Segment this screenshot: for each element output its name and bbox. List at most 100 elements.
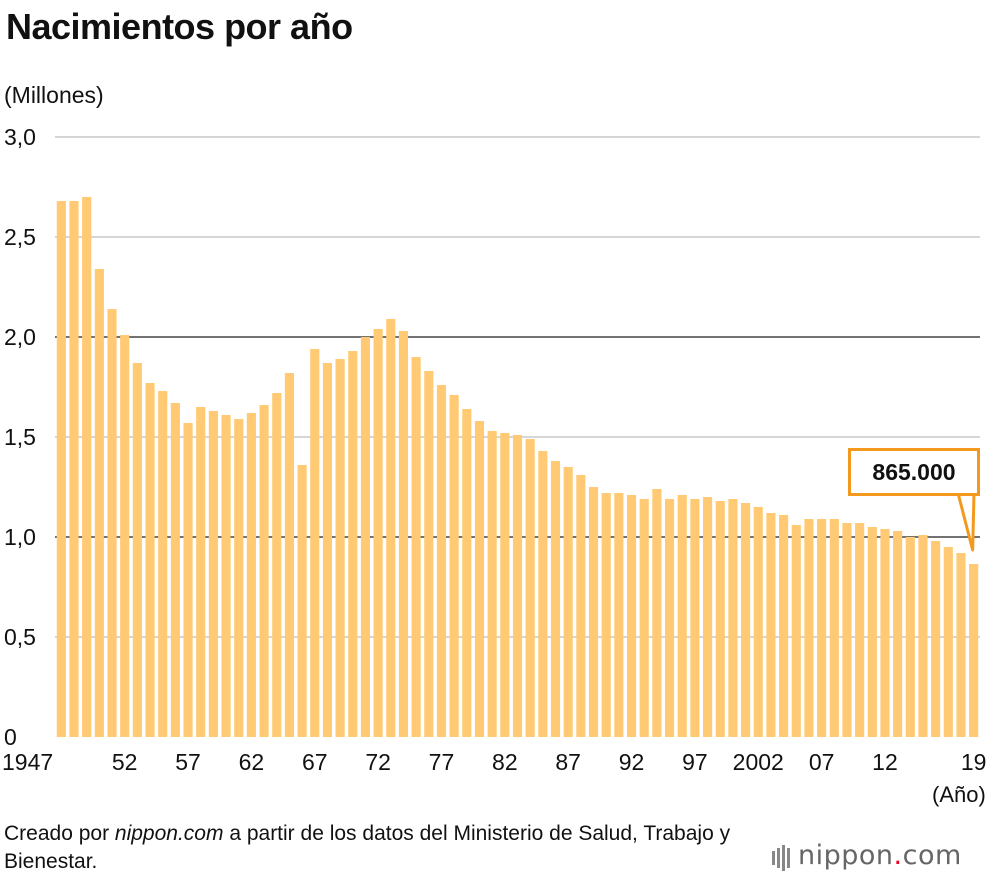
bar-1957: [183, 423, 193, 737]
bar-1997: [690, 499, 700, 737]
bar-2018: [956, 553, 966, 737]
y-tick-label: 1,0: [4, 524, 36, 550]
logo-mark-icon: [772, 841, 792, 872]
source-suffix: a partir de los datos del Ministerio de …: [4, 822, 731, 873]
bar-1975: [411, 357, 421, 737]
x-tick-label: 07: [809, 749, 835, 775]
x-tick-label: 77: [429, 749, 455, 775]
bar-1947: [56, 201, 66, 737]
bar-1958: [196, 407, 206, 737]
x-tick-label: 12: [872, 749, 898, 775]
logo-name: nippon: [798, 840, 894, 871]
bar-1960: [221, 415, 231, 737]
bar-2002: [753, 507, 763, 737]
x-tick-label: 87: [555, 749, 581, 775]
bar-2010: [855, 523, 865, 737]
x-tick-label: 67: [302, 749, 328, 775]
bar-1968: [322, 363, 332, 737]
x-tick-label: 2002: [733, 749, 784, 775]
bar-1955: [158, 391, 168, 737]
x-tick-label: 57: [175, 749, 201, 775]
bar-2003: [766, 513, 776, 737]
callout-pointer: [956, 492, 976, 552]
bar-1970: [348, 351, 358, 737]
bar-1949: [82, 197, 92, 737]
bar-1985: [538, 451, 548, 737]
x-tick-label: 82: [492, 749, 518, 775]
bar-2005: [791, 525, 801, 737]
source-site: nippon.com: [114, 822, 224, 845]
bar-2008: [829, 519, 839, 737]
bar-2019: [969, 564, 979, 737]
bar-1984: [525, 439, 535, 737]
bar-1951: [107, 309, 117, 737]
last-value-callout: 865.000: [848, 448, 980, 496]
bar-1994: [652, 489, 662, 737]
bar-1972: [373, 329, 383, 737]
bar-2013: [893, 531, 903, 737]
bar-1967: [310, 349, 320, 737]
y-tick-label: 2,5: [4, 224, 36, 250]
bar-2012: [880, 529, 890, 737]
y-tick-label: 2,0: [4, 324, 36, 350]
bar-1956: [170, 403, 180, 737]
bar-1953: [132, 363, 142, 737]
chart-title: Nacimientos por año: [6, 6, 353, 47]
y-axis-unit: (Millones): [4, 82, 104, 108]
x-tick-label: 92: [619, 749, 645, 775]
bar-1977: [436, 385, 447, 737]
bar-2007: [817, 519, 827, 737]
bar-2015: [918, 535, 928, 737]
y-tick-labels: 0 0,5 1,0 1,5 2,0 2,5 3,0: [4, 124, 36, 750]
bar-1986: [550, 461, 561, 737]
bar-1973: [386, 319, 396, 737]
bar-2006: [804, 519, 814, 737]
y-tick-label: 3,0: [4, 124, 36, 150]
source-prefix: Creado por: [4, 822, 115, 845]
y-tick-label: 0,5: [4, 624, 36, 650]
bar-1990: [601, 493, 611, 737]
bar-2004: [779, 515, 789, 737]
logo-dot: .: [893, 840, 903, 871]
x-tick-label: 52: [112, 749, 138, 775]
bar-1989: [588, 487, 599, 737]
x-tick-label: 62: [239, 749, 265, 775]
x-tick-label: 72: [365, 749, 391, 775]
logo-tld: com: [902, 840, 962, 871]
bar-1991: [614, 493, 624, 737]
bar-1962: [246, 413, 256, 737]
bar-1981: [487, 431, 497, 737]
x-axis-unit: (Año): [932, 782, 986, 807]
bar-2014: [905, 537, 915, 737]
bar-1996: [677, 495, 687, 737]
bar-1980: [474, 421, 485, 737]
bar-1983: [512, 435, 523, 737]
bars: [56, 197, 979, 737]
bar-1974: [398, 331, 409, 737]
x-tick-label: 19: [961, 749, 987, 775]
bar-1988: [576, 475, 586, 737]
bar-1959: [208, 411, 218, 737]
bar-2009: [842, 523, 852, 737]
source-note: Creado por nippon.com a partir de los da…: [4, 820, 804, 876]
bar-1966: [297, 465, 307, 737]
bar-2016: [931, 541, 941, 737]
bar-1952: [120, 335, 130, 737]
bar-1998: [703, 497, 713, 737]
x-tick-labels: 1947 52 57 62 67 72 77 82 87 92 97 2002 07 12 19: [2, 749, 986, 775]
y-tick-label: 1,5: [4, 424, 36, 450]
bar-2000: [728, 499, 738, 737]
bar-1969: [335, 359, 345, 737]
bar-1976: [424, 371, 434, 737]
bar-1999: [715, 501, 725, 737]
bar-1995: [664, 499, 675, 737]
bar-1961: [234, 419, 244, 737]
bar-1982: [500, 433, 510, 737]
bar-1987: [563, 467, 573, 737]
bar-1963: [259, 405, 269, 737]
bar-2011: [867, 527, 877, 737]
bar-1979: [462, 409, 472, 737]
bar-1948: [69, 201, 79, 737]
y-tick-label: 0: [4, 724, 17, 750]
